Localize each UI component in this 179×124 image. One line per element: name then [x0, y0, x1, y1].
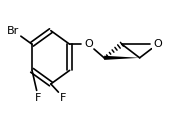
- Text: F: F: [35, 93, 42, 103]
- Polygon shape: [104, 56, 140, 60]
- Text: F: F: [60, 93, 67, 103]
- Text: Br: Br: [7, 26, 19, 36]
- Text: O: O: [84, 39, 93, 49]
- Text: O: O: [153, 39, 162, 49]
